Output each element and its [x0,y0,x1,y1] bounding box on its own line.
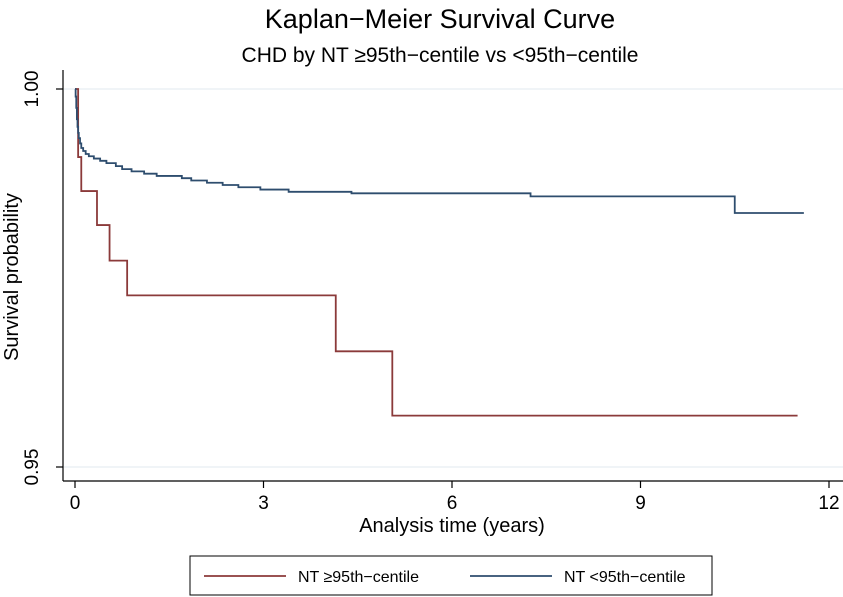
x-axis-label: Analysis time (years) [359,515,545,537]
y-tick-labels: 0.95 1.00 [22,71,43,486]
axis-ticks [56,88,830,488]
legend: NT ≥95th−centile NT <95th−centile [189,555,713,596]
series-line-nt-low [74,88,804,214]
y-axis-label: Survival probability [1,193,23,361]
x-tick-label: 9 [635,493,646,514]
series-line-nt-high [75,88,798,417]
grid-lines [63,88,843,468]
legend-label-nt-low: NT <95th−centile [564,569,686,586]
x-tick-labels: 0 3 6 9 12 [70,493,840,514]
x-tick-label: 0 [70,493,81,514]
series-lines [74,88,804,417]
chart-title: Kaplan−Meier Survival Curve [265,4,615,34]
legend-label-nt-high: NT ≥95th−centile [298,569,419,586]
y-tick-label: 0.95 [22,449,43,486]
y-tick-label: 1.00 [22,71,43,108]
x-tick-label: 3 [258,493,269,514]
chart-subtitle: CHD by NT ≥95th−centile vs <95th−centile [242,44,639,67]
x-tick-label: 6 [447,493,458,514]
x-tick-label: 12 [818,493,839,514]
